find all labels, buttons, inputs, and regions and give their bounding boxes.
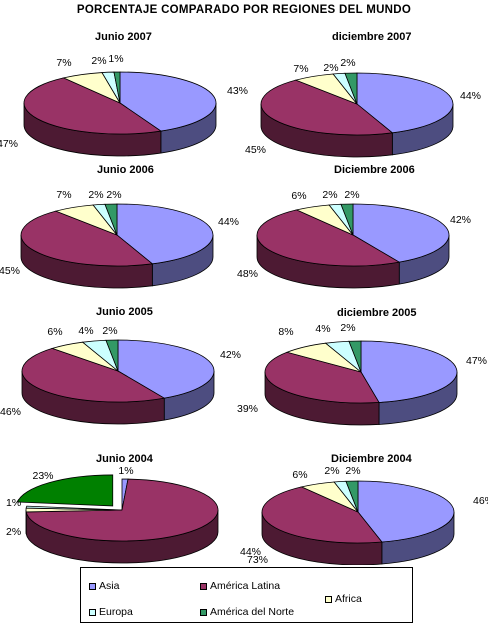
data-label-africa: 7% (56, 189, 71, 201)
slice-america-del-norte (105, 339, 119, 372)
data-label-america-latina: 48% (237, 268, 258, 280)
data-label-europa: 2% (324, 465, 339, 477)
legend-item-america-del-norte: América del Norte (200, 606, 294, 618)
data-label-europa: 2% (322, 189, 337, 201)
page-title: PORCENTAJE COMPARADO POR REGIONES DEL MU… (76, 4, 412, 16)
data-label-europa: 4% (78, 325, 93, 337)
data-label-asia: 46% (473, 495, 488, 507)
data-label-america-del-norte: 2% (340, 322, 355, 334)
pie-chart-junio-2007: Junio 2007 43% 47% 7% 2%1% (0, 31, 248, 157)
legend-label-america-del-norte: América del Norte (210, 606, 295, 618)
slice-america-latina (23, 77, 162, 135)
slice-america-del-norte (113, 71, 121, 104)
data-label-america-del-norte: 1% (108, 53, 123, 65)
data-label-america-del-norte: 2% (340, 57, 355, 69)
legend-swatch-america-del-norte (200, 608, 207, 616)
slice-asia (116, 203, 214, 265)
data-label-africa: 7% (56, 57, 71, 69)
legend-item-asia: Asia (89, 580, 119, 592)
data-label-america-del-norte: 2% (102, 325, 117, 337)
slice-america-del-norte (344, 72, 358, 105)
slice-america-del-norte (340, 203, 354, 236)
chart-title: Diciembre 2004 (331, 453, 413, 465)
legend-item-europa: Europa (89, 606, 133, 618)
slice-asia (360, 340, 458, 403)
data-label-africa: 6% (292, 469, 307, 481)
data-label-america-latina: 45% (245, 144, 266, 156)
slice-asia (357, 480, 455, 543)
slice-asia (119, 71, 217, 132)
chart-title: Junio 2004 (96, 453, 154, 465)
data-label-america-latina: 44% (240, 546, 261, 558)
data-label-america-latina: 39% (237, 403, 258, 415)
legend-item-africa: Africa (325, 593, 362, 605)
data-label-asia: 42% (450, 214, 471, 226)
slice-america-latina (264, 351, 380, 404)
slice-america-del-norte (345, 480, 359, 513)
data-label-europa: 4% (315, 323, 330, 335)
data-label-africa: 6% (291, 190, 306, 202)
pie-chart-diciembre-2006: Diciembre 2006 42% 48% 6% 2% 2% (237, 164, 471, 289)
data-label-africa: 6% (47, 326, 62, 338)
data-label-africa: 8% (278, 326, 293, 338)
slice-america-latina (260, 79, 394, 136)
chart-title: diciembre 2007 (332, 31, 412, 43)
data-label-america-latina: 73% (247, 554, 268, 565)
data-label-asia: 43% (227, 85, 248, 97)
slice-america-latina (25, 478, 219, 542)
slice-america-del-norte (348, 340, 362, 373)
legend-swatch-europa (89, 608, 96, 616)
data-label-america-latina: 46% (0, 406, 21, 418)
legend-item-america-latina: América Latina (200, 580, 280, 592)
chart-title: diciembre 2005 (337, 307, 417, 319)
slice-america-del-norte (16, 474, 114, 507)
legend-label-africa: Africa (335, 593, 362, 605)
data-label-europa: 1% (118, 465, 133, 477)
slice-asia (117, 339, 215, 399)
pie-chart-diciembre-2005: diciembre 2005 47% 39% 8% 4% 2% (237, 307, 487, 426)
data-label-asia: 44% (218, 216, 239, 228)
slice-america-latina (20, 210, 154, 267)
chart-title: Junio 2006 (97, 164, 154, 176)
slice-europa (25, 505, 123, 511)
data-label-asia: 44% (460, 90, 481, 102)
chart-title: Junio 2007 (95, 31, 152, 43)
data-label-africa: 2% (6, 526, 21, 538)
pie-chart-diciembre-2004: Diciembre 2004 46% 44% 6% 2% 2% (240, 453, 488, 565)
legend-label-america-latina: América Latina (210, 580, 281, 592)
slice-asia (356, 72, 454, 134)
chart-title: Junio 2005 (96, 306, 153, 318)
legend-label-europa: Europa (99, 606, 133, 618)
data-label-america-del-norte: 2% (344, 189, 359, 201)
chart-title: Diciembre 2006 (334, 164, 415, 176)
slice-asia (352, 203, 450, 263)
data-label-america-del-norte: 2% (106, 189, 121, 201)
legend-swatch-america-latina (200, 582, 207, 590)
slice-america-latina (256, 209, 401, 267)
pie-chart-junio-2005: Junio 2005 42% 46% 6% 4% 2% (0, 306, 241, 425)
data-label-asia: 42% (220, 349, 241, 361)
data-label-europa: 2% (91, 55, 106, 67)
slice-america-latina (261, 486, 383, 544)
data-label-america-del-norte: 2% (345, 465, 360, 477)
data-label-america-latina: 47% (0, 138, 18, 150)
data-label-africa: 7% (293, 63, 308, 75)
pie-chart-diciembre-2007: diciembre 2007 44% 45% 7% 2% 2% (245, 31, 481, 158)
data-label-asia: 47% (466, 355, 487, 367)
data-label-europa: 2% (88, 189, 103, 201)
legend-swatch-asia (89, 582, 96, 590)
legend: Asia América Latina Africa Europa Améric… (80, 567, 413, 623)
data-label-america-del-norte: 23% (32, 470, 53, 482)
legend-swatch-africa (325, 595, 332, 603)
slice-america-latina (21, 347, 166, 403)
data-label-america-latina: 45% (0, 265, 20, 277)
data-label-asia: 1% (6, 497, 21, 509)
data-label-europa: 2% (323, 62, 338, 74)
pie-chart-junio-2006: Junio 2006 44% 45% 7% 2% 2% (0, 164, 239, 289)
slice-america-del-norte (104, 203, 118, 236)
legend-label-asia: Asia (99, 580, 120, 592)
